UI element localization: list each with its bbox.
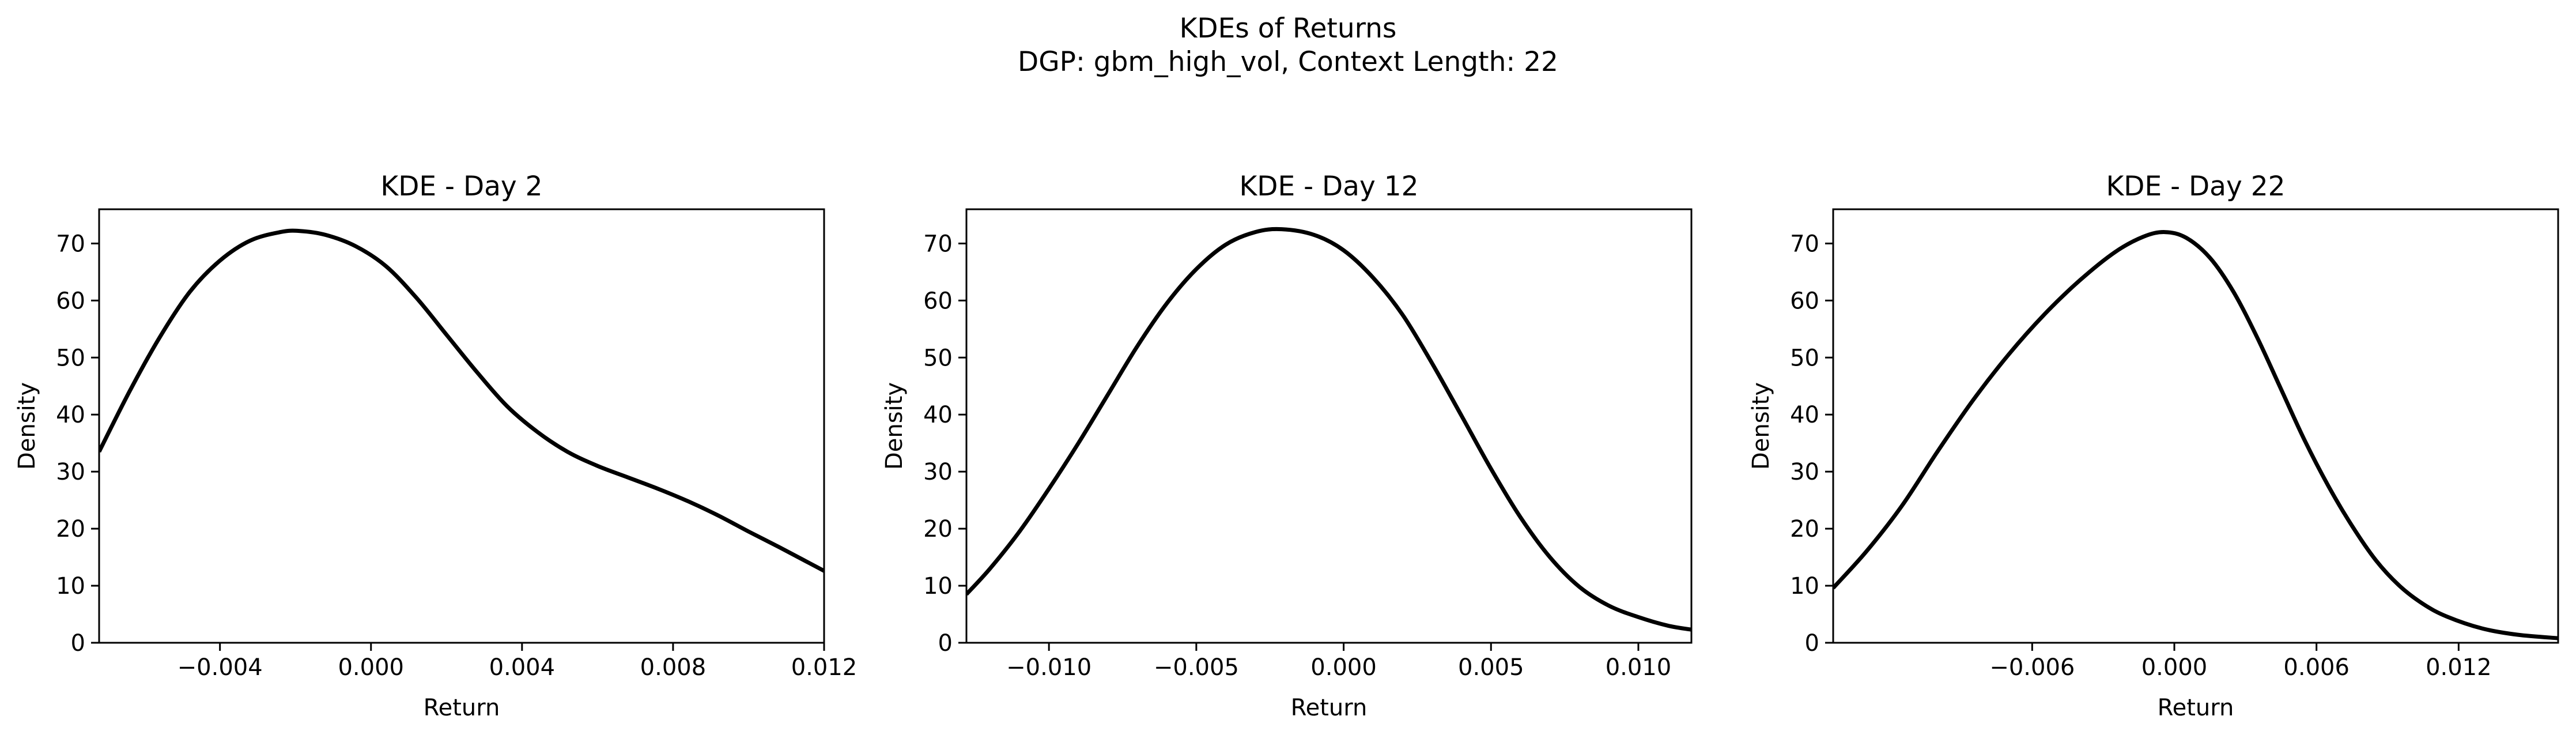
y-tick-label: 20 [1790,516,1819,542]
y-tick-label: 30 [56,459,85,485]
x-tick-label: 0.004 [489,654,556,681]
y-tick-label: 0 [71,630,85,657]
y-tick-label: 30 [923,459,953,485]
y-tick-label: 60 [1790,288,1819,314]
kde-line [1833,230,2558,640]
x-tick-label: 0.012 [791,654,858,681]
chart-day-2: −0.004 0.000 0.004 0.008 0.012 0 10 20 30 40 50 60 7… [14,171,857,721]
y-tick-label: 30 [1790,459,1819,485]
y-axis-label: Density [881,382,908,470]
chart-title: KDE - Day 12 [1239,171,1418,202]
y-tick-label: 0 [938,630,953,657]
chart-title: KDE - Day 2 [380,171,542,202]
x-tick-label: 0.006 [2283,654,2350,681]
y-tick-label: 20 [923,516,953,542]
y-tick-label: 70 [56,231,85,257]
y-tick-label: 10 [923,573,953,600]
y-tick-label: 40 [923,402,953,428]
y-tick-label: 60 [56,288,85,314]
y-tick-label: 50 [56,345,85,371]
x-tick-label: 0.000 [338,654,404,681]
y-tick-label: 50 [1790,345,1819,371]
axes-frame [1832,208,2559,644]
x-tick-label: −0.010 [1006,654,1091,681]
x-tick-label: −0.006 [1989,654,2075,681]
kde-line [99,228,824,573]
y-tick-label: 10 [56,573,85,600]
axes-frame [98,208,825,644]
y-tick-label: 70 [1790,231,1819,257]
y-tick-label: 10 [1790,573,1819,600]
y-axis-label: Density [1748,382,1774,470]
y-tick-label: 70 [923,231,953,257]
x-tick-label: −0.004 [177,654,263,681]
x-tick-label: 0.008 [640,654,707,681]
y-axis-label: Density [14,382,40,470]
x-axis-label: Return [1291,695,1368,721]
chart-day-22: −0.006 0.000 0.006 0.012 0 10 20 30 40 50 60 70 KDE … [1748,171,2559,721]
x-tick-label: −0.005 [1154,654,1239,681]
chart-title: KDE - Day 22 [2106,171,2285,202]
kde-line [966,227,1691,632]
x-tick-label: 0.000 [2141,654,2208,681]
x-tick-label: 0.000 [1310,654,1377,681]
x-axis-label: Return [424,695,500,721]
figure-title: KDEs of Returns [1179,13,1397,44]
y-tick-label: 40 [1790,402,1819,428]
x-axis-label: Return [2158,695,2234,721]
axes-frame [965,208,1693,644]
x-tick-label: 0.010 [1606,654,1672,681]
x-tick-label: 0.012 [2426,654,2492,681]
y-tick-label: 40 [56,402,85,428]
y-tick-label: 60 [923,288,953,314]
y-tick-label: 20 [56,516,85,542]
figure-subtitle: DGP: gbm_high_vol, Context Length: 22 [1018,46,1558,78]
y-tick-label: 0 [1805,630,1819,657]
chart-day-12: −0.010 −0.005 0.000 0.005 0.010 0 10 20 30 40 50 60… [881,171,1693,721]
y-tick-label: 50 [923,345,953,371]
x-tick-label: 0.005 [1458,654,1524,681]
